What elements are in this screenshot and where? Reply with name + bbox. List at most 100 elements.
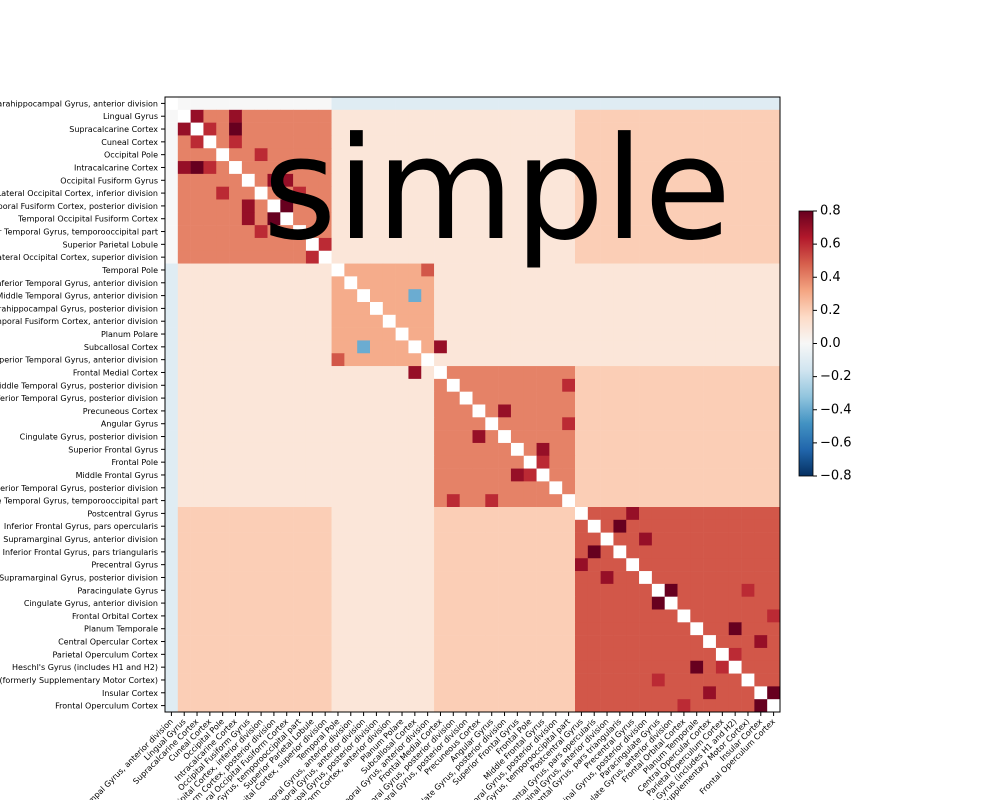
heatmap-cell [305,327,320,341]
heatmap-cell [472,263,486,277]
heatmap-cell [639,430,653,444]
heatmap-cell [344,122,358,136]
heatmap-cell [613,673,627,687]
heatmap-cell [305,647,320,662]
heatmap-cell [767,647,781,662]
heatmap-cell [613,340,627,354]
heatmap-cell [280,250,294,264]
heatmap-cell [754,558,768,572]
heatmap-cell [703,673,717,687]
heatmap-cell [498,494,512,508]
heatmap-cell [626,430,640,444]
heatmap-cell [664,173,678,187]
heatmap-cell [575,109,589,123]
heatmap-cell [754,97,768,111]
heatmap-cell [639,366,653,380]
heatmap-cell [767,545,781,559]
heatmap-cell [459,686,473,700]
heatmap-cell [216,686,230,700]
heatmap-cell [382,455,396,469]
heatmap-cell [690,558,704,572]
heatmap-cell [600,571,614,585]
heatmap-cell [741,378,755,392]
heatmap-cell [549,237,563,252]
heatmap-cell [728,327,742,341]
heatmap-cell [575,302,589,316]
heatmap-cell [229,340,243,354]
y-tick-label: Parahippocampal Gyrus, posterior divisio… [0,304,158,313]
heatmap-cell [523,532,537,546]
heatmap-cell [754,186,768,200]
heatmap-cell [664,250,678,264]
heatmap-cell [767,583,781,597]
heatmap-cell [562,391,576,405]
heatmap-cell [600,302,614,316]
heatmap-cell [767,250,781,264]
heatmap-cell [203,327,217,341]
heatmap-cell [498,135,512,149]
heatmap-cell [728,442,742,457]
heatmap-cell [510,122,525,136]
heatmap-cell [254,583,268,597]
heatmap-cell [728,494,742,508]
heatmap-cell [293,558,307,572]
heatmap-cell [241,455,255,469]
heatmap-cell [459,263,473,277]
heatmap-cell [370,417,384,431]
heatmap-cell [703,609,717,623]
heatmap-cell [305,289,320,303]
heatmap-cell [472,686,486,700]
heatmap-cell [613,378,627,392]
heatmap-cell [562,404,576,418]
heatmap-cell [485,302,499,316]
heatmap-cell [741,699,755,713]
heatmap-cell [216,442,230,457]
heatmap-cell [344,327,358,341]
heatmap-cell [216,622,230,636]
heatmap-cell [216,173,230,187]
heatmap-cell [664,622,678,636]
heatmap-cell [216,276,230,290]
heatmap-cell [408,455,422,469]
heatmap-cell [664,302,678,316]
heatmap-cell [344,302,358,316]
heatmap-cell [267,225,281,239]
heatmap-cell [459,302,473,316]
heatmap-cell [190,161,204,175]
heatmap-cell [728,378,742,392]
heatmap-cell [434,173,448,187]
heatmap-cell [395,558,409,572]
heatmap-cell [754,135,768,149]
heatmap-cell [510,135,525,149]
heatmap-cell [216,289,230,303]
heatmap-cell [382,173,396,187]
heatmap-cell [664,507,678,521]
heatmap-cell [357,237,371,252]
heatmap-cell [639,583,653,597]
heatmap-cell [741,596,755,610]
heatmap-cell [639,302,653,316]
heatmap-cell [510,199,525,213]
heatmap-cell [434,673,448,687]
heatmap-cell [639,635,653,649]
heatmap-cell [715,263,730,277]
heatmap-cell [536,673,550,687]
heatmap-cell [690,250,704,264]
heatmap-cell [651,699,665,713]
heatmap-cell [446,135,460,149]
heatmap-cell [459,276,473,290]
heatmap-cell [177,609,191,623]
heatmap-cell [587,250,601,264]
heatmap-cell [357,455,371,469]
heatmap-cell [600,519,614,533]
heatmap-cell [177,558,191,572]
heatmap-cell [190,455,204,469]
heatmap-cell [216,122,230,136]
y-tick-label: Cuneal Cortex [101,138,158,147]
y-tick-label: Lateral Occipital Cortex, inferior divis… [0,189,158,198]
heatmap-cell [677,686,691,700]
heatmap-cell [190,327,204,341]
heatmap-cell [408,519,422,533]
heatmap-cell [241,468,255,482]
heatmap-cell [165,519,179,533]
